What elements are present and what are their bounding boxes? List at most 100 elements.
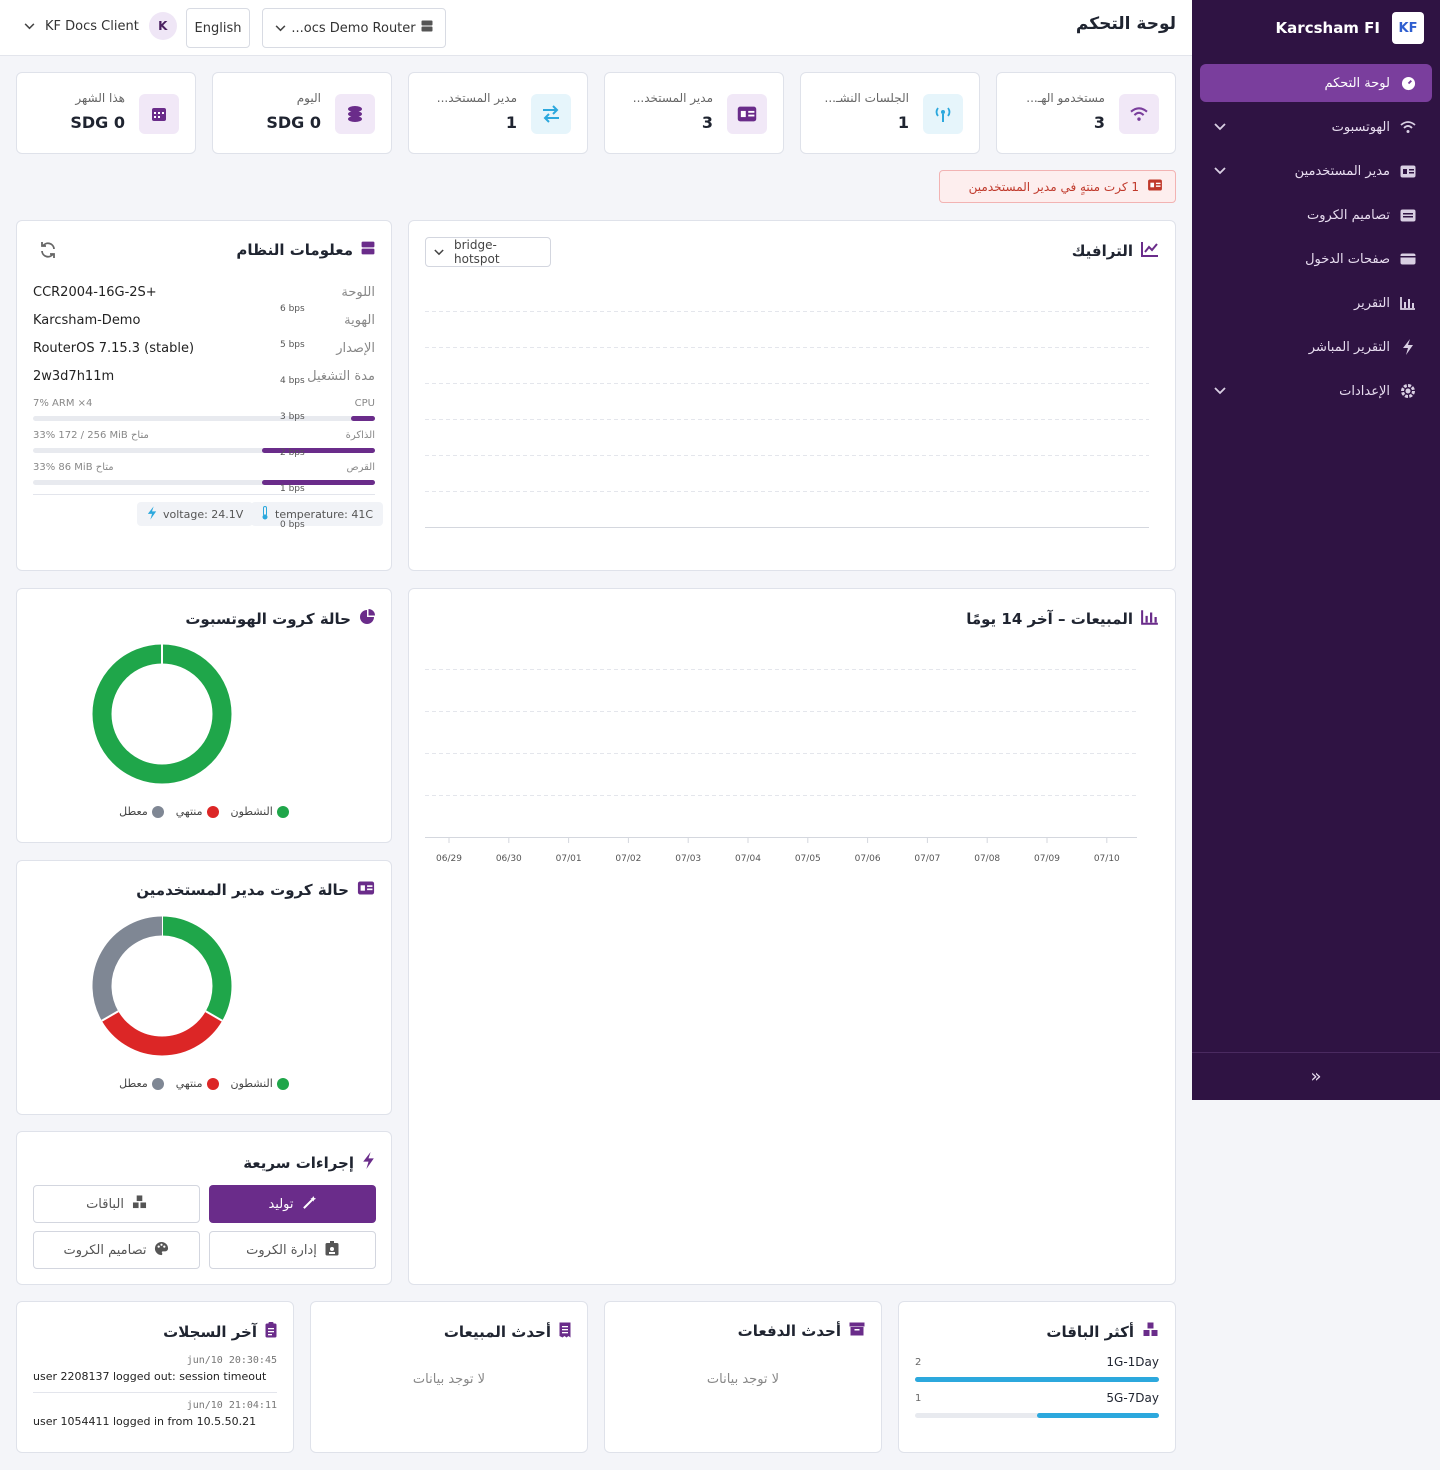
id-card-icon — [1147, 179, 1163, 194]
sidebar-item-login-pages[interactable]: صفحات الدخول — [1200, 240, 1432, 278]
stat-active-sessions[interactable]: الجلسات النشـ... 1 — [800, 72, 980, 154]
hotspot-cards-status-card: حالة كروت الهوتسبوت النشطون منتهي معطل — [16, 588, 392, 843]
refresh-icon[interactable] — [39, 241, 57, 263]
brand-logo: KF — [1392, 12, 1424, 44]
traffic-y-tick: 6 bps — [280, 304, 305, 314]
client-name: KF Docs Client — [45, 18, 139, 34]
cpu-label: CPU — [354, 398, 375, 409]
identity-value: Karcsham-Demo — [33, 313, 141, 328]
card-designs-button[interactable]: تصاميم الكروت — [33, 1231, 200, 1269]
sales-x-tick: 07/08 — [974, 854, 1000, 864]
packages-button[interactable]: الباقات — [33, 1185, 200, 1223]
sidebar-item-user-manager[interactable]: مدير المستخدمين — [1200, 152, 1432, 190]
gauge-icon — [1400, 75, 1416, 91]
sales-x-tick: 07/03 — [675, 854, 701, 864]
card-title-text: معلومات النظام — [236, 241, 353, 259]
recent-sales-card: أحدث المبيعات لا توجد بيانات — [310, 1301, 588, 1453]
donut-separator — [205, 1010, 223, 1022]
legend-expired[interactable]: منتهي — [176, 805, 219, 818]
traffic-y-tick: 5 bps — [280, 340, 305, 350]
traffic-title: الترافيك — [1072, 241, 1159, 261]
quick-actions-card: إجراءات سريعة توليد الباقات إدارة الكروت… — [16, 1131, 392, 1285]
legend-active[interactable]: النشطون — [231, 1077, 289, 1090]
router-select[interactable]: ...ocs Demo Router — [262, 8, 446, 48]
chevron-down-icon — [275, 21, 286, 36]
stat-um-sessions[interactable]: مدير المستخد... 1 — [408, 72, 588, 154]
magic-wand-icon — [302, 1195, 317, 1214]
donut-slice — [101, 1010, 223, 1056]
legend-expired[interactable]: منتهي — [176, 1077, 219, 1090]
sales-chart: 06/29 06/30 07/01 07/02 07/03 07/04 07/05 07/06… — [425, 659, 1141, 869]
board-label: اللوحة — [341, 285, 375, 300]
stat-label: مدير المستخد... — [436, 91, 517, 105]
sidebar-item-label: التقرير — [1353, 295, 1390, 311]
pie-chart-icon — [359, 609, 375, 629]
sidebar-item-label: الإعدادات — [1339, 383, 1390, 399]
sidebar-item-settings[interactable]: الإعدادات — [1200, 372, 1432, 410]
brand[interactable]: Karcsham FI KF — [1192, 0, 1440, 56]
stat-this-month[interactable]: هذا الشهر SDG 0 — [16, 72, 196, 154]
bolt-icon — [362, 1152, 375, 1173]
stat-today[interactable]: اليوم SDG 0 — [212, 72, 392, 154]
sales-x-tick: 07/09 — [1034, 854, 1060, 864]
sidebar-item-live-report[interactable]: التقرير المباشر — [1200, 328, 1432, 366]
stat-value: 1 — [897, 113, 909, 132]
package-count: 2 — [915, 1357, 922, 1368]
disk-text: 33% 86 MiB متاح — [33, 462, 114, 473]
log-time: jun/10 20:30:45 — [186, 1355, 277, 1366]
client-menu[interactable]: KF Docs Client K — [24, 12, 177, 40]
sidebar-item-card-designs[interactable]: تصاميم الكروت — [1200, 196, 1432, 234]
sidebar-item-label: التقرير المباشر — [1308, 339, 1390, 355]
stat-value: SDG 0 — [266, 113, 321, 132]
clipboard-icon — [265, 1322, 277, 1342]
stat-hotspot-users[interactable]: مستخدمو الهـ... 3 — [996, 72, 1176, 154]
wifi-icon — [1400, 119, 1416, 135]
um-cards-title: حالة كروت مدير المستخدمين — [136, 881, 375, 899]
uptime-value: 2w3d7h11m — [33, 369, 115, 384]
button-label: إدارة الكروت — [246, 1242, 317, 1258]
sales-x-tick: 07/01 — [556, 854, 582, 864]
chevron-down-icon — [1214, 120, 1226, 135]
sidebar-item-label: لوحة التحكم — [1324, 75, 1390, 91]
legend-disabled[interactable]: معطل — [119, 805, 164, 818]
traffic-y-tick: 1 bps — [280, 484, 305, 494]
disk-label: القرص — [346, 462, 376, 473]
stat-value: SDG 0 — [70, 113, 125, 132]
generate-button[interactable]: توليد — [209, 1185, 376, 1223]
stat-label: مستخدمو الهـ... — [1026, 91, 1105, 105]
sales-x-tick: 07/02 — [615, 854, 641, 864]
hotspot-cards-legend: النشطون منتهي معطل — [17, 805, 391, 818]
expired-card-alert[interactable]: 1 كرت منتهٍ في مدير المستخدمين — [939, 170, 1176, 203]
button-label: توليد — [268, 1196, 294, 1212]
disk-bar — [33, 480, 375, 485]
legend-disabled[interactable]: معطل — [119, 1077, 164, 1090]
package-count: 1 — [915, 1393, 922, 1404]
board-value: CCR2004-16G-2S+ — [33, 285, 157, 300]
sidebar-collapse-button[interactable]: » — [1192, 1052, 1440, 1100]
log-entry: jun/10 20:30:45 user 2208137 logged out:… — [33, 1355, 277, 1383]
memory-bar-fill — [262, 448, 375, 453]
log-message: user 1054411 logged in from 10.5.50.21 — [33, 1415, 257, 1428]
router-select-value: ...ocs Demo Router — [291, 20, 416, 36]
traffic-y-tick: 0 bps — [280, 520, 305, 530]
sales-title: المبيعات – آخر 14 يومًا — [966, 609, 1159, 629]
donut-slice — [92, 644, 232, 784]
traffic-y-tick: 4 bps — [280, 376, 305, 386]
stat-value: 3 — [701, 113, 713, 132]
manage-cards-button[interactable]: إدارة الكروت — [209, 1231, 376, 1269]
chevron-down-icon — [434, 245, 444, 259]
legend-active[interactable]: النشطون — [231, 805, 289, 818]
language-button[interactable]: English — [186, 8, 250, 48]
line-chart-icon — [1141, 241, 1159, 261]
sidebar-item-hotspot[interactable]: الهوتسبوت — [1200, 108, 1432, 146]
stat-um-users[interactable]: مدير المستخد... 3 — [604, 72, 784, 154]
sales-x-tick: 07/06 — [855, 854, 881, 864]
card-title-text: حالة كروت مدير المستخدمين — [136, 881, 349, 899]
sidebar-item-dashboard[interactable]: لوحة التحكم — [1200, 64, 1432, 102]
recent-sales-title: أحدث المبيعات — [444, 1322, 571, 1342]
interface-select[interactable]: bridge-hotspot — [425, 237, 551, 267]
hotspot-cards-title: حالة كروت الهوتسبوت — [185, 609, 375, 629]
sidebar-item-report[interactable]: التقرير — [1200, 284, 1432, 322]
chevron-down-icon — [1214, 164, 1226, 179]
system-info-card: معلومات النظام اللوحة CCR2004-16G-2S+ ال… — [16, 220, 392, 571]
